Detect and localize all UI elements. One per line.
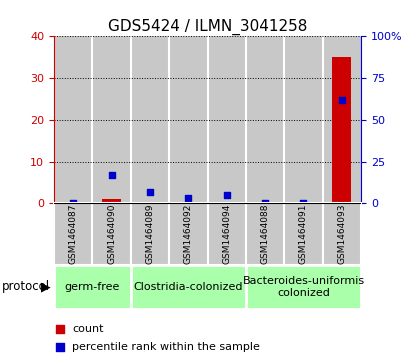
Text: Clostridia-colonized: Clostridia-colonized [134, 282, 243, 292]
Text: GSM1464091: GSM1464091 [299, 204, 308, 264]
Bar [284, 203, 323, 265]
Bar [208, 203, 246, 265]
Title: GDS5424 / ILMN_3041258: GDS5424 / ILMN_3041258 [108, 19, 307, 35]
Text: GSM1464087: GSM1464087 [68, 204, 78, 264]
Text: protocol: protocol [2, 280, 50, 293]
Point [262, 200, 269, 206]
Point [146, 189, 153, 195]
Bar [54, 36, 92, 203]
Bar [246, 203, 284, 265]
Bar [246, 265, 361, 309]
Text: GSM1464093: GSM1464093 [337, 204, 347, 264]
Point [339, 97, 345, 103]
Text: GSM1464090: GSM1464090 [107, 204, 116, 264]
Text: GSM1464094: GSM1464094 [222, 204, 231, 264]
Bar [323, 36, 361, 203]
Bar [131, 203, 169, 265]
Text: ▶: ▶ [41, 280, 50, 293]
Bar [284, 36, 323, 203]
Point [57, 344, 63, 350]
Bar [93, 203, 131, 265]
Point [185, 195, 192, 201]
Point [70, 200, 76, 206]
Bar [208, 36, 246, 203]
Bar [131, 265, 246, 309]
Bar [169, 36, 208, 203]
Bar [102, 199, 121, 203]
Text: percentile rank within the sample: percentile rank within the sample [72, 342, 260, 352]
Bar [54, 203, 92, 265]
Bar [332, 57, 352, 203]
Text: Bacteroides-uniformis
colonized: Bacteroides-uniformis colonized [242, 276, 364, 298]
Text: count: count [72, 323, 104, 334]
Text: GSM1464088: GSM1464088 [261, 204, 270, 264]
Text: GSM1464089: GSM1464089 [145, 204, 154, 264]
Point [108, 172, 115, 178]
Bar [169, 203, 208, 265]
Bar [140, 202, 159, 203]
Bar [246, 36, 284, 203]
Point [300, 200, 307, 206]
Bar [323, 203, 361, 265]
Text: germ-free: germ-free [65, 282, 120, 292]
Bar [93, 36, 131, 203]
Bar [131, 36, 169, 203]
Text: GSM1464092: GSM1464092 [184, 204, 193, 264]
Point [57, 326, 63, 331]
Bar [54, 265, 131, 309]
Point [223, 192, 230, 198]
